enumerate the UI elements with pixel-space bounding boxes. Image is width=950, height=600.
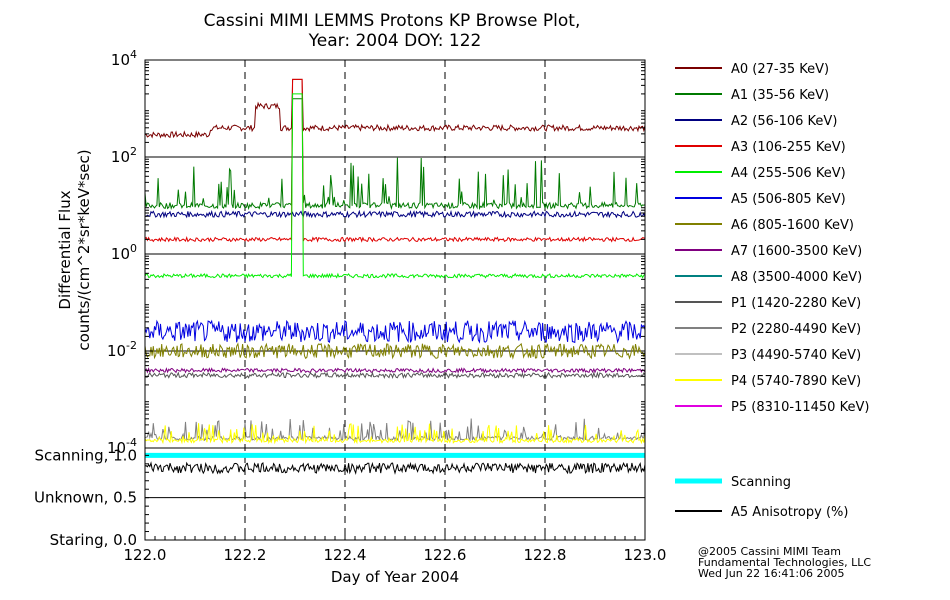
- legend-label: P1 (1420-2280 KeV): [731, 296, 861, 311]
- status-panel: [144, 452, 646, 499]
- y-axis-units: counts/(cm^2*sr*keV*sec): [75, 149, 93, 350]
- legend-label: A6 (805-1600 KeV): [731, 218, 854, 233]
- x-tick-label: 122.4: [324, 546, 367, 564]
- legend-label: P3 (4490-5740 KeV): [731, 348, 861, 363]
- series-line-p4: [144, 423, 646, 445]
- chart-subtitle: Year: 2004 DOY: 122: [308, 31, 482, 51]
- status-tick-label: Staring, 0.0: [50, 531, 137, 549]
- series-line-a2: [144, 209, 646, 219]
- y-axis-label: Differential Flux: [56, 190, 74, 309]
- legend-label: P2 (2280-4490 KeV): [731, 322, 861, 337]
- legend-label: A4 (255-506 KeV): [731, 166, 846, 181]
- y-tick-label: 104: [111, 48, 137, 69]
- legend-label: A1 (35-56 KeV): [731, 88, 829, 103]
- y-tick-label: 10-2: [107, 339, 137, 360]
- legend-label: A0 (27-35 KeV): [731, 62, 829, 77]
- credit-line-1: @2005 Cassini MIMI Team: [698, 545, 841, 558]
- credit-line-3: Wed Jun 22 16:41:06 2005: [698, 567, 845, 580]
- y-tick-label: 10-4: [107, 436, 137, 457]
- x-tick-label: 123.0: [624, 546, 667, 564]
- credit-line-2: Fundamental Technologies, LLC: [698, 556, 871, 569]
- legend-label: A5 (506-805 KeV): [731, 192, 846, 207]
- series-line-a0: [144, 78, 646, 139]
- plot-frame: [144, 59, 646, 541]
- legend-label: Scanning: [731, 475, 791, 490]
- legend-label: A7 (1600-3500 KeV): [731, 244, 862, 259]
- anisotropy-line: [144, 461, 646, 475]
- series-line-a5: [144, 319, 646, 344]
- legend-label: A3 (106-255 KeV): [731, 140, 846, 155]
- legend-label: P5 (8310-11450 KeV): [731, 400, 869, 415]
- x-tick-label: 122.0: [124, 546, 167, 564]
- series-line-a3: [144, 78, 646, 243]
- status-tick-label: Scanning, 1.0: [34, 446, 137, 464]
- x-tick-label: 122.2: [224, 546, 267, 564]
- legend-label: A8 (3500-4000 KeV): [731, 270, 862, 285]
- chart-title: Cassini MIMI LEMMS Protons KP Browse Plo…: [204, 11, 581, 31]
- series-line-a6: [144, 342, 646, 360]
- series-line-p1: [144, 371, 646, 380]
- status-tick-label: Unknown, 0.5: [34, 489, 137, 507]
- series-line-a1: [144, 98, 646, 211]
- legend-label: A2 (56-106 KeV): [731, 114, 837, 129]
- x-tick-label: 122.6: [424, 546, 467, 564]
- x-axis-label: Day of Year 2004: [331, 568, 459, 586]
- x-tick-label: 122.8: [524, 546, 567, 564]
- series-line-a7: [144, 367, 646, 374]
- legend: A0 (27-35 KeV) A1 (35-56 KeV) A2 (56-106 K…: [675, 62, 869, 520]
- y-tick-label: 102: [111, 145, 137, 166]
- series-line-a4: [144, 93, 646, 279]
- legend-label: A5 Anisotropy (%): [731, 505, 848, 520]
- y-tick-label: 100: [111, 242, 137, 263]
- legend-label: P4 (5740-7890 KeV): [731, 374, 861, 389]
- flux-panel: [144, 59, 646, 540]
